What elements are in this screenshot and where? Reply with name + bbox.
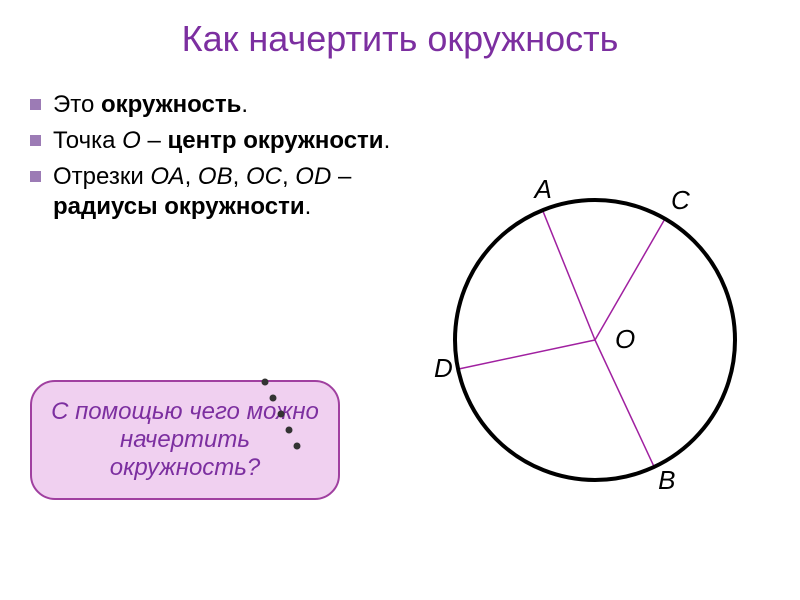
bullet-text: Точка О – центр окружности.	[53, 126, 390, 156]
circle-diagram: A C B D O	[370, 120, 790, 540]
bullet-text: Отрезки ОА, ОВ, ОС, ОD – радиусы окружно…	[53, 162, 400, 222]
bullet-marker-icon	[30, 135, 41, 146]
point-label: B	[658, 465, 675, 495]
callout-box: С помощью чего можно начертить окружност…	[30, 380, 340, 500]
bullet-item: Точка О – центр окружности.	[30, 126, 400, 156]
radius-line	[595, 219, 665, 340]
callout-text: С помощью чего можно начертить окружност…	[50, 398, 320, 482]
bullet-marker-icon	[30, 171, 41, 182]
bullet-marker-icon	[30, 99, 41, 110]
bullet-list: Это окружность. Точка О – центр окружност…	[30, 90, 400, 228]
radius-line	[458, 340, 595, 369]
radius-line	[595, 340, 654, 467]
bullet-text: Это окружность.	[53, 90, 248, 120]
point-label: C	[671, 185, 690, 215]
page-title: Как начертить окружность	[0, 0, 800, 60]
bullet-item: Это окружность.	[30, 90, 400, 120]
bullet-item: Отрезки ОА, ОВ, ОС, ОD – радиусы окружно…	[30, 162, 400, 222]
point-label: A	[533, 174, 552, 204]
center-label: O	[615, 324, 635, 354]
point-label: D	[434, 353, 453, 383]
radius-line	[543, 210, 595, 340]
